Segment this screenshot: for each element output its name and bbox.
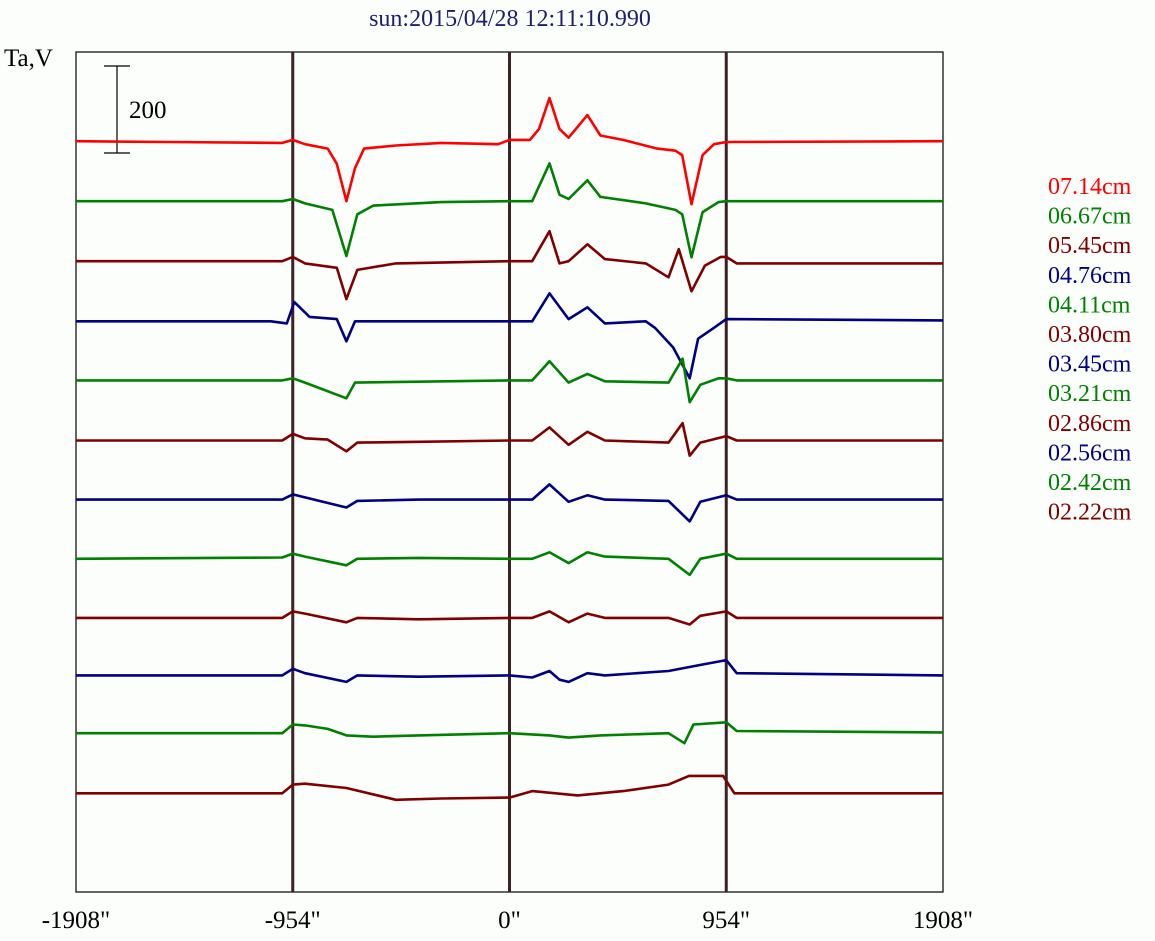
legend-entry: 03.21cm <box>1048 381 1132 407</box>
legend-entry: 02.56cm <box>1048 440 1132 466</box>
scale-bar: 200 <box>104 65 167 154</box>
legend-entry: 02.22cm <box>1048 500 1132 526</box>
x-tick-label: 0" <box>498 907 521 934</box>
trace-02.42cm <box>76 720 944 745</box>
trace-03.21cm <box>75 550 943 577</box>
legend-entry: 03.45cm <box>1048 352 1132 378</box>
trace-04.76cm <box>76 292 944 380</box>
legend-entry: 03.80cm <box>1048 322 1132 348</box>
trace-02.22cm <box>76 774 943 802</box>
traces <box>75 96 944 802</box>
trace-04.11cm <box>76 357 943 404</box>
x-tick-label: -1908" <box>42 907 111 934</box>
vertical-reference-lines <box>291 52 728 892</box>
trace-02.56cm <box>76 658 944 684</box>
trace-05.45cm <box>76 229 943 301</box>
x-tick-label: -954" <box>265 907 321 934</box>
trace-02.86cm <box>76 610 943 626</box>
trace-06.67cm <box>76 162 943 259</box>
chart-title: sun:2015/04/28 12:11:10.990 <box>369 6 651 32</box>
scale-bar-label: 200 <box>129 97 167 124</box>
legend-entry: 04.11cm <box>1048 292 1131 318</box>
legend-entry: 07.14cm <box>1048 174 1132 200</box>
legend-entry: 02.42cm <box>1048 470 1132 496</box>
y-axis-label: Ta,V <box>4 45 53 72</box>
trace-07.14cm <box>75 96 944 206</box>
trace-03.45cm <box>76 483 943 523</box>
x-tick-label: 954" <box>702 907 750 934</box>
trace-03.80cm <box>76 421 943 458</box>
legend-entry: 06.67cm <box>1048 204 1132 230</box>
legend: 07.14cm 06.67cm 05.45cm 04.76cm 04.11cm 03.80… <box>1048 174 1132 526</box>
legend-entry: 02.86cm <box>1048 411 1132 437</box>
legend-entry: 04.76cm <box>1048 263 1132 289</box>
legend-entry: 05.45cm <box>1048 233 1132 259</box>
x-tick-labels: -1908" -954" 0" 954" 1908" <box>42 907 973 934</box>
x-tick-label: 1908" <box>913 907 973 934</box>
